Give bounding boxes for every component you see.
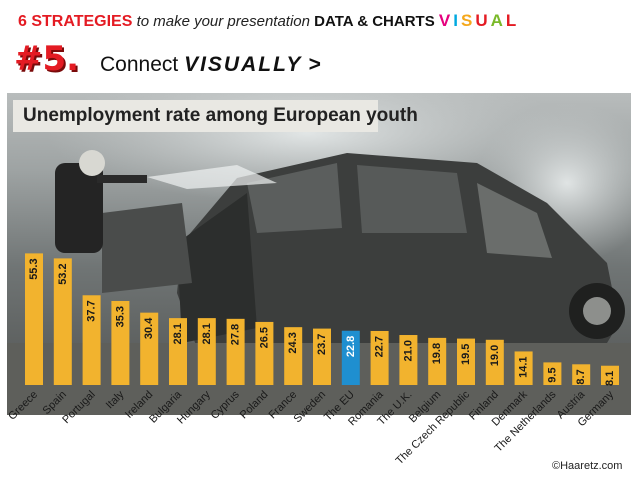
data-label: 9.5 [546, 367, 558, 382]
bar-finland [485, 339, 504, 385]
data-label: 21.0 [402, 340, 414, 361]
subheading-arrow: > [308, 53, 323, 76]
source-credit: ©Haaretz.com [552, 460, 623, 472]
chart-title-box: Unemployment rate among European youth [13, 100, 418, 132]
visual-letter: U [475, 11, 491, 30]
bar-italy [111, 300, 130, 385]
subheading-text: Connect VISUALLY > [100, 53, 322, 77]
bar-portugal [82, 295, 101, 385]
strategies-label: 6 STRATEGIES [18, 13, 133, 30]
bar-the-czech-republic [457, 338, 475, 385]
category-label: Sweden [292, 389, 329, 426]
visual-letter: I [453, 11, 461, 30]
data-label: 53.2 [57, 263, 69, 284]
visual-letter: A [490, 11, 506, 30]
data-charts-label: DATA & CHARTS [314, 13, 435, 30]
bar-chart: 55.3Greece53.2Spain37.7Portugal35.3Italy… [7, 253, 619, 467]
header: 6 STRATEGIES to make your presentation D… [0, 0, 638, 40]
label-strip [7, 415, 631, 479]
data-label: 14.1 [518, 356, 530, 377]
category-label: Poland [238, 389, 271, 422]
bar-france [284, 327, 303, 385]
bar-the-netherlands [543, 362, 562, 385]
data-label: 35.3 [114, 306, 126, 327]
data-label: 26.5 [258, 327, 270, 348]
bar-hungary [197, 318, 216, 385]
data-label: 23.7 [316, 334, 328, 355]
header-middle-text: to make your presentation [136, 13, 310, 30]
chart-title: Unemployment rate among European youth [23, 105, 418, 126]
bar-spain [53, 258, 72, 385]
visual-letter: V [438, 11, 454, 30]
bar-bulgaria [169, 318, 187, 385]
data-label: 55.3 [28, 258, 40, 279]
visual-letter: L [505, 11, 520, 30]
bar-the-eu [341, 330, 360, 385]
subheading-prefix: Connect [100, 53, 179, 76]
bar-poland [255, 321, 274, 385]
data-label: 19.8 [431, 343, 443, 364]
header-line: 6 STRATEGIES to make your presentation D… [18, 11, 519, 31]
visual-letter: S [460, 11, 476, 30]
data-label: 8.7 [575, 369, 587, 384]
category-label: Italy [104, 388, 127, 411]
bar-denmark [514, 351, 533, 385]
chart-photo-panel: Unemployment rate among European youth 5… [7, 93, 631, 479]
bar-austria [572, 364, 591, 385]
bar-ireland [140, 312, 159, 385]
data-label: 27.8 [230, 324, 242, 345]
bar-germany [601, 365, 619, 385]
bar-romania [370, 330, 389, 385]
data-label: 24.3 [287, 332, 299, 353]
data-label: 19.5 [460, 344, 472, 365]
category-label: Cyprus [209, 388, 242, 421]
category-label: Greece [7, 389, 40, 423]
data-label: 19.0 [489, 345, 501, 366]
bar-greece [25, 253, 43, 385]
data-label: 22.8 [345, 336, 357, 357]
data-label: 8.1 [604, 371, 616, 386]
data-label: 22.7 [374, 336, 386, 357]
data-label: 28.1 [172, 323, 184, 344]
bar-sweden [313, 328, 331, 385]
data-label: 37.7 [86, 300, 98, 321]
bar-belgium [428, 337, 447, 385]
visual-word: VISUAL [439, 11, 519, 30]
bar-cyprus [226, 318, 245, 385]
bar-the-u-k- [399, 335, 418, 385]
data-label: 30.4 [143, 317, 155, 339]
strategy-number: #5. [14, 39, 80, 79]
data-label: 28.1 [201, 323, 213, 344]
subheading-emphasis: VISUALLY [184, 53, 303, 76]
